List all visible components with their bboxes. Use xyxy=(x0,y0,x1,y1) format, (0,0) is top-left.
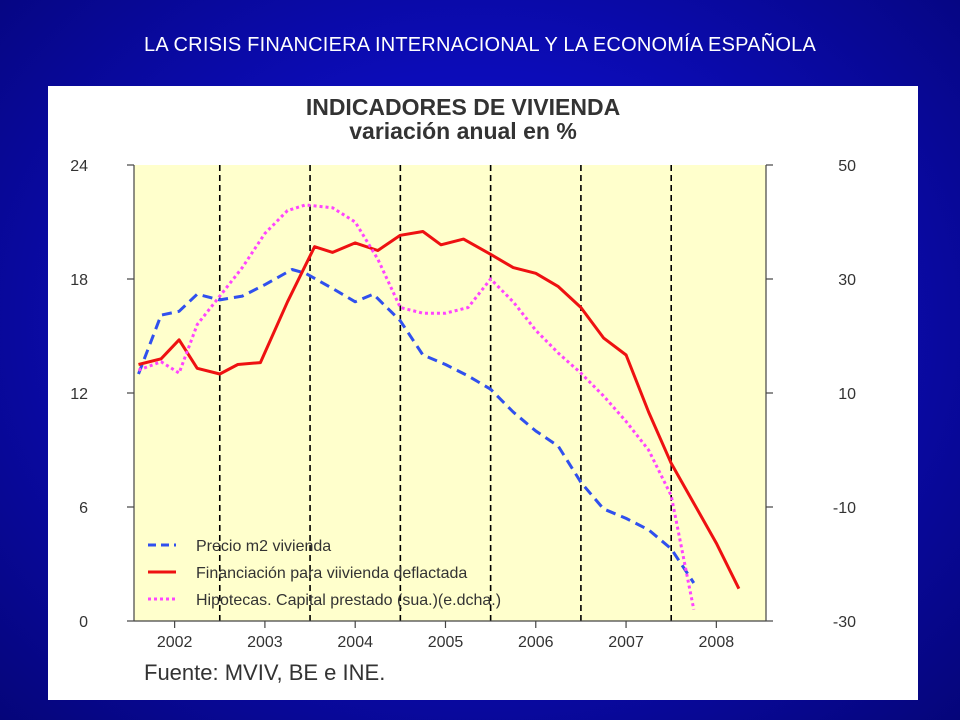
right-tick-label: 50 xyxy=(838,158,856,175)
series-line-precio-m2-vivienda xyxy=(137,268,696,584)
series-line-financiacion-para-viivie xyxy=(138,230,741,590)
left-tick-label: 24 xyxy=(70,158,88,175)
legend: Precio m2 vivienda Financiación para viiv… xyxy=(148,538,501,609)
left-tick-label: 12 xyxy=(70,386,88,403)
x-tick-label: 2006 xyxy=(518,634,554,651)
chart-canvas: INDICADORES DE VIVIENDA variación anual … xyxy=(70,94,856,685)
x-tick-label: 2004 xyxy=(337,634,373,651)
series-line-hipotecas-capital-presta xyxy=(137,203,696,610)
x-tick-label: 2007 xyxy=(608,634,644,651)
axes xyxy=(127,164,773,628)
left-tick-label: 0 xyxy=(79,614,88,631)
left-tick-label: 18 xyxy=(70,272,88,289)
right-tick-label: 30 xyxy=(838,272,856,289)
chart-subtitle: variación anual en % xyxy=(349,118,577,144)
legend-label: Hipotecas. Capital prestado (sua.)(e.dch… xyxy=(196,592,501,609)
x-tick-label: 2005 xyxy=(428,634,464,651)
x-tick-label: 2008 xyxy=(699,634,735,651)
year-dividers xyxy=(218,165,673,621)
chart-panel: INDICADORES DE VIVIENDA variación anual … xyxy=(48,86,918,700)
legend-label: Financiación para viivienda deflactada xyxy=(196,565,467,582)
x-tick-label: 2003 xyxy=(247,634,283,651)
chart-title: INDICADORES DE VIVIENDA xyxy=(306,94,620,120)
right-tick-label: -10 xyxy=(833,500,856,517)
tick-labels: 24 18 12 6 0 50 30 10 -10 -30 2002 2003 2004 2005 2006… xyxy=(70,158,856,651)
series-lines xyxy=(137,203,741,610)
legend-label: Precio m2 vivienda xyxy=(196,538,331,555)
left-tick-label: 6 xyxy=(79,500,88,517)
right-tick-label: 10 xyxy=(838,386,856,403)
x-tick-label: 2002 xyxy=(157,634,193,651)
chart-source: Fuente: MVIV, BE e INE. xyxy=(144,660,385,685)
right-tick-label: -30 xyxy=(833,614,856,631)
slide-title: LA CRISIS FINANCIERA INTERNACIONAL Y LA … xyxy=(144,34,816,56)
